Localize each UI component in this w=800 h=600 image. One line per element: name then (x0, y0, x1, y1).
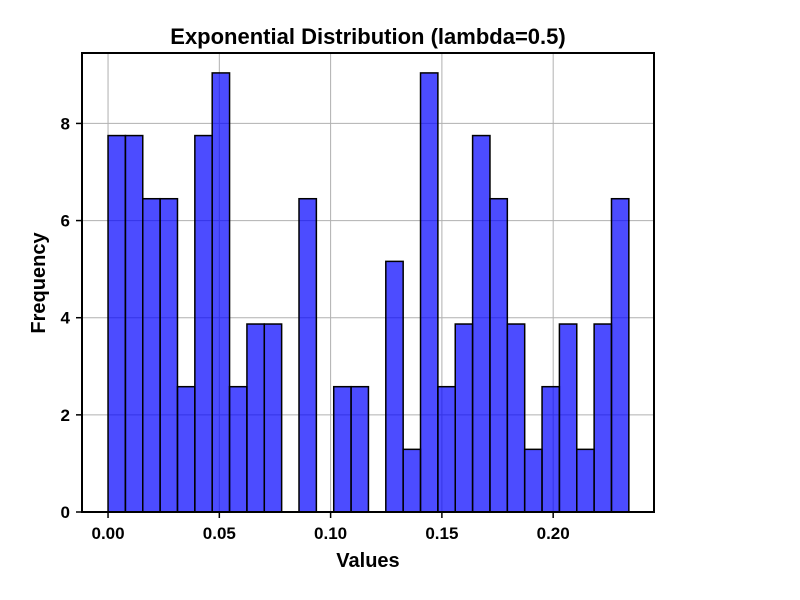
histogram-bar (385, 260, 404, 513)
histogram-bar (437, 385, 456, 513)
x-tick-label: 0.05 (203, 524, 236, 543)
plot-frame (81, 52, 655, 513)
histogram-bar (523, 448, 543, 513)
y-axis-label: Frequency (28, 232, 50, 334)
histogram-bar (506, 323, 526, 513)
histogram-bar (610, 197, 630, 513)
x-tick-label: 0.00 (91, 524, 124, 543)
x-axis-label: Values (336, 550, 399, 572)
histogram-bar (350, 385, 370, 513)
x-tick-label: 0.15 (425, 524, 458, 543)
histogram-bar (332, 385, 352, 513)
histogram-bar (246, 323, 266, 513)
histogram-bar (402, 448, 422, 513)
histogram-bar (194, 134, 213, 513)
histogram-bar (142, 197, 161, 513)
x-tick-label: 0.20 (537, 524, 570, 543)
histogram-bar (558, 323, 578, 513)
chart-title: Exponential Distribution (lambda=0.5) (170, 24, 565, 49)
y-tick-label: 4 (61, 309, 71, 328)
y-tick-label: 0 (61, 503, 70, 522)
histogram-bar (298, 197, 318, 513)
x-tick-label: 0.10 (314, 524, 347, 543)
y-tick-label: 6 (61, 212, 70, 231)
y-tick-label: 8 (61, 114, 70, 133)
histogram-bar (211, 72, 231, 513)
histogram-bar (471, 134, 491, 513)
y-tick-label: 2 (61, 406, 70, 425)
histogram-bars (107, 72, 630, 513)
histogram-bar (159, 197, 179, 513)
histogram-bar (228, 385, 248, 513)
histogram-bar (107, 134, 127, 513)
histogram-bar (454, 323, 474, 513)
histogram-bar (419, 72, 439, 513)
histogram-bar (576, 448, 595, 513)
histogram-bar (124, 134, 144, 513)
histogram-bar (541, 385, 561, 513)
histogram-bar (593, 323, 613, 513)
axis-ticks: 0.00 0.05 0.10 0.15 0.20 0 2 4 6 8 (61, 114, 570, 543)
histogram-bar (489, 197, 509, 513)
histogram-bar (263, 323, 283, 513)
histogram-bar (176, 385, 196, 513)
